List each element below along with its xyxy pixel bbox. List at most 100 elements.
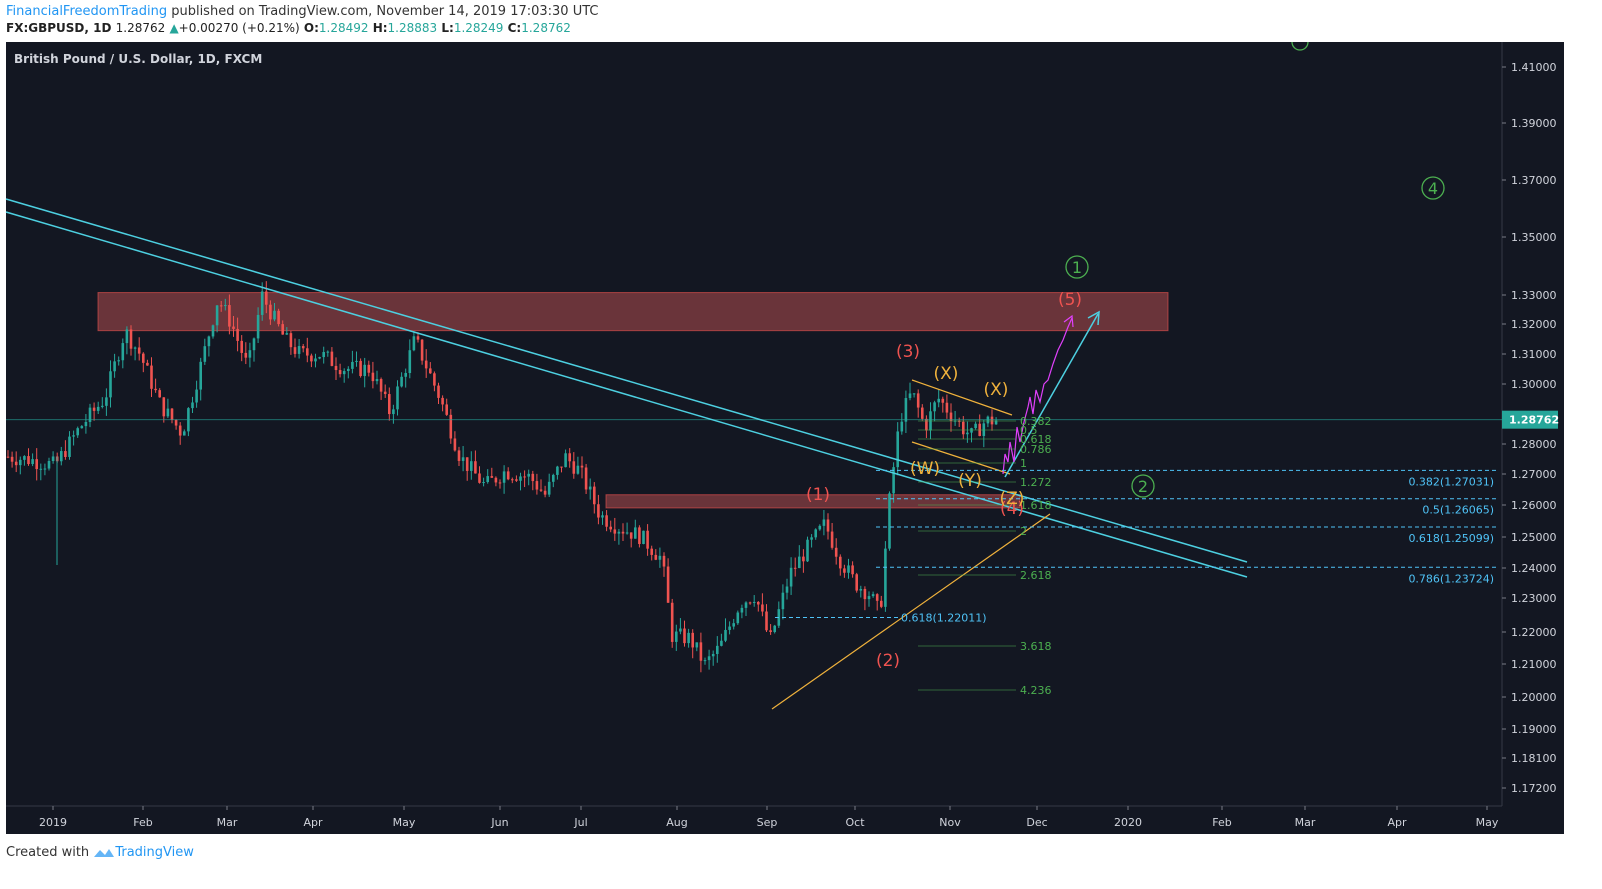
candle-body: [121, 343, 125, 361]
candle-body: [691, 632, 694, 648]
publish-info: FinancialFreedomTrading published on Tra…: [6, 4, 598, 19]
candle-body: [113, 361, 116, 372]
price-tick-label: 1.22000: [1511, 626, 1557, 639]
tradingview-link[interactable]: TradingView: [115, 845, 194, 860]
candle-body: [322, 352, 325, 358]
candle-body: [449, 414, 453, 439]
candle-body: [662, 555, 666, 567]
time-tick-label: Oct: [845, 816, 865, 829]
author-link[interactable]: FinancialFreedomTrading: [6, 4, 168, 19]
candle-body: [470, 461, 473, 471]
candle-body: [843, 568, 846, 573]
price-tick-label: 1.25000: [1511, 531, 1557, 544]
price-chart[interactable]: 0.382(1.27031) 0.5(1.26065) 0.618(1.25099)…: [0, 42, 1602, 836]
candle-body: [875, 594, 879, 601]
wave-label-red: (5): [1058, 290, 1082, 310]
candle-body: [629, 532, 633, 539]
candle-body: [150, 365, 153, 389]
candle-body: [318, 357, 321, 359]
wedge-lower-line[interactable]: [911, 441, 1011, 475]
candle-body: [634, 527, 637, 539]
price-tick-label: 1.31000: [1511, 348, 1557, 361]
candle-body: [990, 416, 994, 425]
candle-body: [453, 438, 457, 451]
time-tick-label: 2020: [1114, 816, 1142, 829]
candle-body: [834, 547, 838, 557]
time-axis[interactable]: [6, 806, 1564, 834]
candle-body: [269, 304, 272, 320]
candle-body: [31, 459, 34, 465]
price-tick-label: 1.30000: [1511, 378, 1557, 391]
candle-body: [724, 629, 727, 641]
price-tick-label: 1.39000: [1511, 117, 1557, 130]
price-tick-label: 1.41000: [1511, 61, 1557, 74]
candle-body: [863, 588, 867, 600]
candle-body: [236, 328, 239, 341]
candle-body: [642, 530, 645, 544]
candle-body: [125, 329, 129, 344]
candle-body: [802, 556, 805, 562]
candle-body: [703, 660, 707, 662]
candle-body: [445, 404, 448, 415]
price-tick-label: 1.17200: [1511, 782, 1557, 795]
candle-body: [408, 350, 412, 374]
high-value: 1.28883: [387, 21, 438, 35]
wedge-upper-line[interactable]: [911, 379, 1013, 416]
candle-body: [60, 451, 63, 462]
candle-body: [515, 479, 518, 481]
candle-body: [6, 456, 10, 458]
candle-body: [818, 525, 822, 530]
time-tick-label: Dec: [1026, 816, 1047, 829]
resistance-zones: [97, 292, 1169, 509]
candle-body: [199, 361, 202, 390]
descending-trendline-lower[interactable]: [5, 211, 1248, 578]
candle-body: [183, 431, 186, 436]
price-tick-label: 1.28000: [1511, 438, 1557, 451]
candle-body: [433, 373, 436, 386]
candle-body: [166, 408, 170, 417]
candle-body: [367, 364, 371, 373]
candle-body: [502, 471, 506, 483]
candle-body: [88, 407, 92, 422]
candle-body: [695, 642, 699, 648]
descending-trendline-upper[interactable]: [5, 198, 1248, 563]
symbol-label: FX:GBPUSD, 1D: [6, 21, 112, 35]
candle-body: [601, 515, 604, 518]
candle-body: [806, 539, 809, 562]
candle-body: [105, 397, 108, 406]
wave-label-red: (4): [1000, 499, 1024, 519]
candle-body: [240, 340, 243, 353]
candle-body: [195, 389, 198, 403]
candle-body: [457, 450, 461, 461]
candle-body: [588, 486, 592, 490]
candle-body: [658, 555, 662, 560]
candle-body: [679, 628, 682, 632]
candle-body: [137, 347, 141, 354]
candle-body: [203, 346, 207, 362]
open-value: 1.28492: [318, 21, 369, 35]
candle-body: [716, 645, 719, 654]
candle-body: [974, 423, 977, 429]
wave-label-orange: (W): [910, 459, 940, 479]
candle-body: [539, 489, 543, 491]
candle-body: [871, 594, 875, 597]
candle-body: [908, 393, 912, 399]
projection-arrow-cyan[interactable]: [1004, 313, 1099, 478]
candle-body: [826, 519, 830, 532]
candle-body: [707, 656, 711, 661]
wave-label-red: (1): [806, 485, 830, 505]
candle-body: [851, 565, 854, 575]
last-price: 1.28762: [115, 21, 166, 35]
rising-support-line[interactable]: [771, 513, 1051, 710]
candle-body: [769, 630, 772, 633]
candle-body: [23, 456, 26, 460]
fib-extension-label: 1.618: [1020, 499, 1052, 512]
projection-path-magenta[interactable]: [1002, 317, 1073, 475]
candle-body: [814, 529, 817, 538]
candle-body: [576, 465, 580, 474]
price-tick-label: 1.18100: [1511, 752, 1557, 765]
close-label: C:: [507, 21, 522, 35]
candles-group: [6, 281, 998, 673]
candle-body: [232, 326, 235, 329]
candle-body: [535, 481, 539, 490]
